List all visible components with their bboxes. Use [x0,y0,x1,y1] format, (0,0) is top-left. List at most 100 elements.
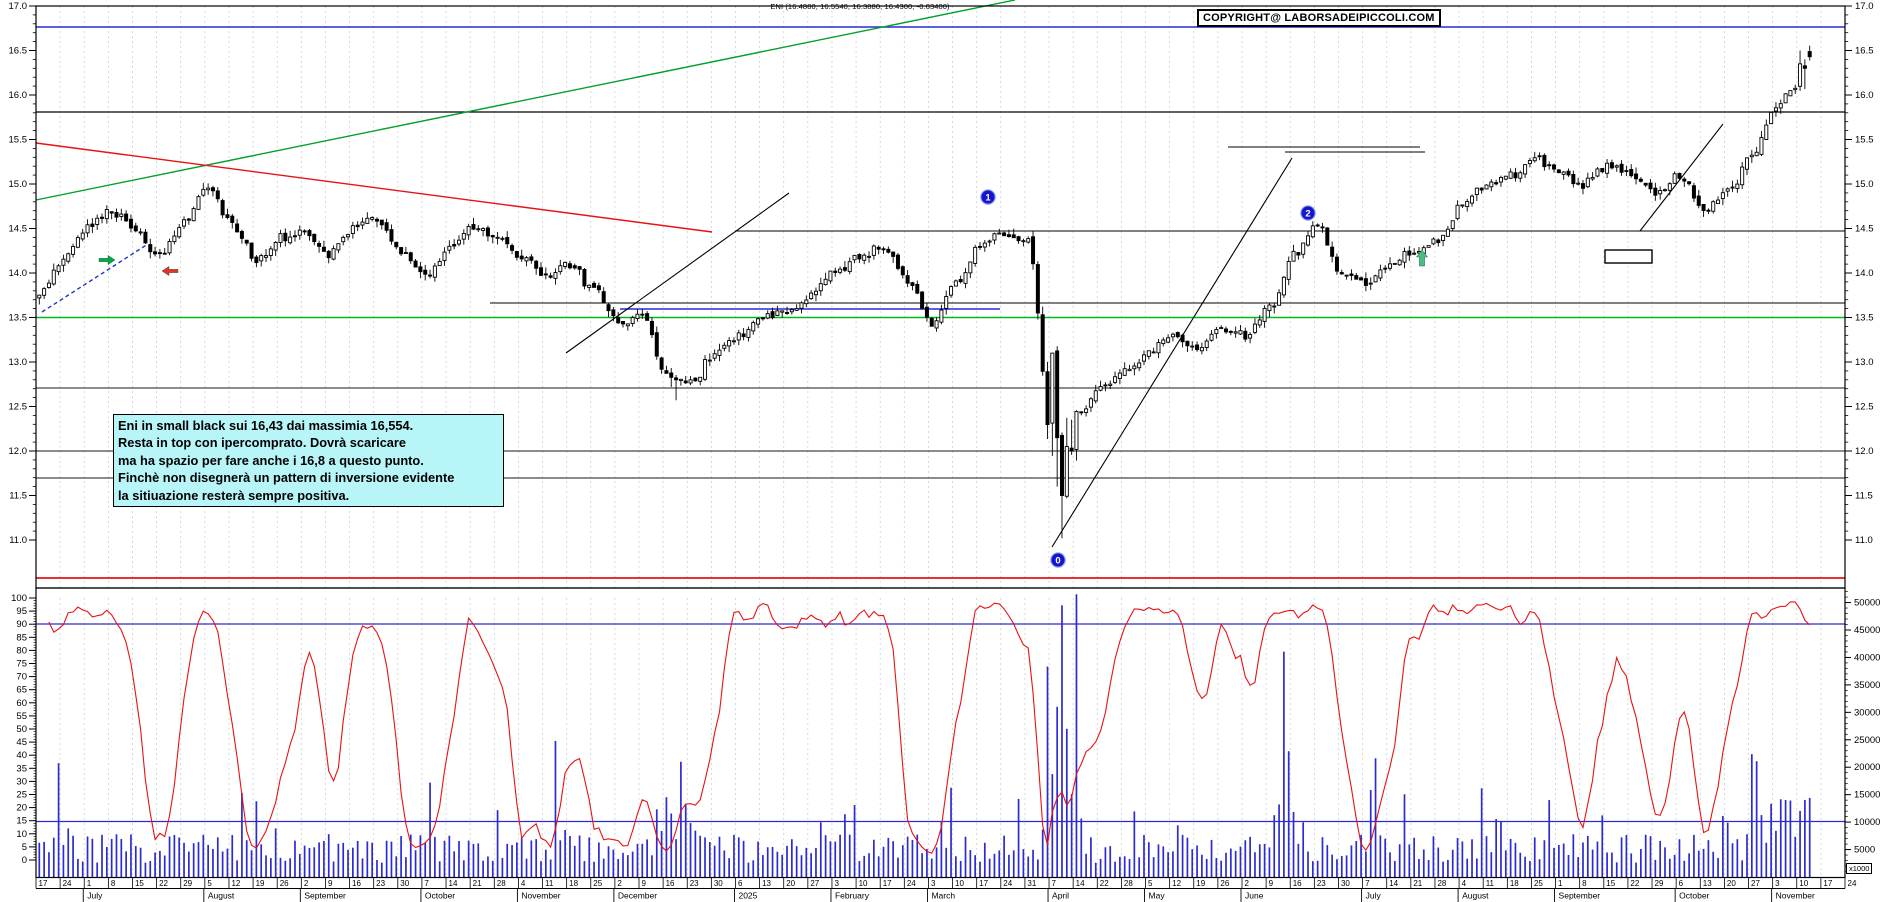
svg-text:7: 7 [424,879,429,888]
svg-text:19: 19 [1196,879,1205,888]
svg-text:9: 9 [642,879,647,888]
svg-text:45: 45 [16,737,27,748]
svg-text:35: 35 [16,763,27,774]
svg-text:10: 10 [1799,879,1808,888]
svg-text:4: 4 [1462,879,1467,888]
svg-text:17: 17 [39,879,48,888]
svg-text:10: 10 [859,879,868,888]
svg-text:50: 50 [16,724,27,735]
svg-text:35000: 35000 [1854,680,1880,691]
svg-text:15.0: 15.0 [9,179,28,190]
svg-text:3: 3 [834,879,839,888]
svg-text:4: 4 [521,879,526,888]
svg-text:9: 9 [1269,879,1274,888]
svg-text:10: 10 [16,829,27,840]
svg-text:3: 3 [931,879,936,888]
svg-text:22: 22 [1630,879,1639,888]
svg-text:15000: 15000 [1854,790,1880,801]
svg-text:18: 18 [569,879,578,888]
svg-text:25: 25 [1534,879,1543,888]
svg-text:60: 60 [16,698,27,709]
svg-text:25: 25 [16,790,27,801]
svg-text:21: 21 [473,879,482,888]
svg-text:16: 16 [666,879,675,888]
analysis-note-line: Finchè non disegnerà un pattern di inver… [118,470,455,486]
svg-text:16.5: 16.5 [9,46,28,57]
svg-text:28: 28 [1124,879,1133,888]
svg-text:6: 6 [1679,879,1684,888]
svg-text:November: November [1776,891,1815,901]
svg-text:14: 14 [449,879,458,888]
svg-text:14.5: 14.5 [1855,224,1874,235]
svg-text:23: 23 [690,879,699,888]
svg-text:November: November [521,891,560,901]
svg-text:June: June [1245,891,1264,901]
svg-text:15.0: 15.0 [1855,179,1874,190]
svg-text:July: July [1366,891,1382,901]
svg-text:14: 14 [1076,879,1085,888]
svg-text:15: 15 [16,816,27,827]
svg-text:0: 0 [1055,555,1060,566]
svg-text:11: 11 [545,879,554,888]
svg-text:20: 20 [16,803,27,814]
svg-text:85: 85 [16,632,27,643]
svg-text:15: 15 [135,879,144,888]
svg-text:20: 20 [786,879,795,888]
svg-text:26: 26 [280,879,289,888]
volume-unit-badge: x1000 [1846,863,1873,874]
svg-text:8: 8 [1582,879,1587,888]
svg-text:22: 22 [159,879,168,888]
oscillator-line-layer [48,601,1811,854]
axes-layer: 17.0 17.0 16.5 16.5 16.0 16.0 15.5 15.5 15.0 15.0… [9,1,1880,872]
svg-text:11: 11 [1486,879,1495,888]
svg-text:40000: 40000 [1854,652,1880,663]
svg-text:14.5: 14.5 [9,224,28,235]
svg-text:16.0: 16.0 [1855,90,1874,101]
analysis-note-line: Resta in top con ipercomprato. Dovrà sca… [118,435,407,451]
analysis-note-line: Eni in small black sui 16,43 dai massimi… [118,418,414,433]
svg-text:22: 22 [1100,879,1109,888]
svg-text:August: August [208,891,235,901]
analysis-note-line: la sitiuazione resterà sempre positiva. [118,487,350,503]
svg-text:29: 29 [1655,879,1664,888]
svg-text:2025: 2025 [738,891,757,901]
svg-text:70: 70 [16,672,27,683]
svg-text:5: 5 [1148,879,1153,888]
svg-text:19: 19 [256,879,265,888]
svg-text:10: 10 [955,879,964,888]
svg-text:October: October [1679,891,1709,901]
svg-text:11.5: 11.5 [9,491,27,502]
svg-text:2: 2 [617,879,622,888]
volume-bars-layer [38,594,1811,877]
svg-text:17.0: 17.0 [1855,1,1874,12]
svg-text:14: 14 [1389,879,1398,888]
svg-text:23: 23 [376,879,385,888]
trendlines-layer [35,0,1724,548]
svg-text:24: 24 [1003,879,1012,888]
svg-text:29: 29 [183,879,192,888]
svg-text:1: 1 [985,192,991,203]
svg-text:13.5: 13.5 [1855,313,1874,324]
svg-text:12.0: 12.0 [1855,446,1874,457]
svg-text:18: 18 [1510,879,1519,888]
svg-text:10000: 10000 [1854,817,1880,828]
svg-text:17: 17 [1823,879,1832,888]
svg-text:30: 30 [714,879,723,888]
svg-text:55: 55 [16,711,27,722]
svg-text:13.0: 13.0 [9,357,28,368]
svg-text:May: May [1149,891,1166,901]
svg-text:12: 12 [1172,879,1181,888]
svg-text:14.0: 14.0 [1855,268,1874,279]
svg-text:27: 27 [810,879,819,888]
svg-text:27: 27 [1751,879,1760,888]
svg-text:13: 13 [1703,879,1712,888]
svg-text:23: 23 [1317,879,1326,888]
svg-text:13: 13 [762,879,771,888]
svg-text:3: 3 [1775,879,1780,888]
svg-text:28: 28 [1437,879,1446,888]
svg-text:26: 26 [1220,879,1229,888]
svg-text:14.0: 14.0 [9,268,28,279]
svg-text:20: 20 [1727,879,1736,888]
svg-text:1: 1 [1558,879,1563,888]
